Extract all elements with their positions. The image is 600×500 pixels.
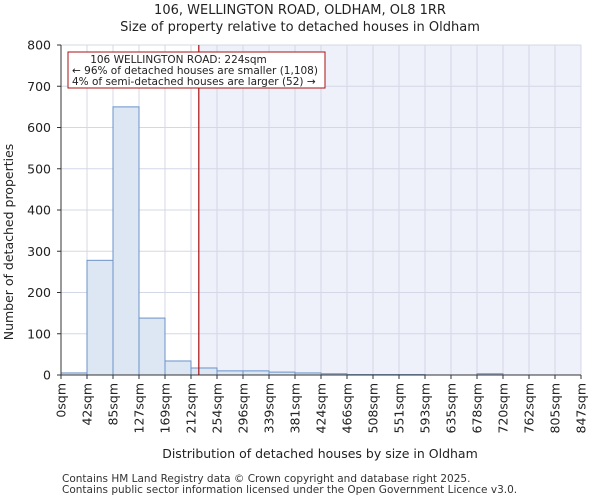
y-tick-label: 200 (27, 285, 51, 300)
histogram-bar (216, 370, 244, 376)
y-tick-label: 600 (27, 120, 51, 135)
y-tick-label: 300 (27, 244, 51, 259)
footer-licence: Contains public sector information licen… (62, 484, 518, 496)
x-tick-label: 466sqm (340, 383, 355, 433)
x-tick-label: 508sqm (366, 383, 381, 433)
x-tick-label: 169sqm (158, 383, 173, 433)
y-tick-label: 100 (27, 326, 51, 341)
x-tick-label: 847sqm (574, 383, 589, 433)
x-tick-label: 762sqm (522, 383, 537, 433)
chart-title-line2: Size of property relative to detached ho… (120, 20, 480, 35)
x-tick-label: 254sqm (210, 383, 225, 433)
x-tick-label: 381sqm (288, 383, 303, 433)
annotation-smaller: ← 96% of detached houses are smaller (1,… (72, 65, 318, 77)
y-tick-label: 400 (27, 203, 51, 218)
x-tick-label: 85sqm (106, 383, 121, 426)
histogram-bar (112, 106, 140, 376)
histogram-bar (190, 367, 218, 376)
histogram-bar (164, 360, 192, 376)
x-axis-label: Distribution of detached houses by size … (162, 446, 478, 461)
histogram-bar (138, 317, 166, 376)
x-tick-label: 296sqm (236, 383, 251, 433)
x-tick-label: 424sqm (314, 383, 329, 433)
x-tick-label: 127sqm (132, 383, 147, 433)
x-tick-label: 551sqm (392, 383, 407, 433)
x-tick-label: 635sqm (444, 383, 459, 433)
x-tick-label: 212sqm (184, 383, 199, 433)
y-tick-label: 500 (27, 161, 51, 176)
annotation-box (67, 51, 326, 89)
x-tick-label: 0sqm (54, 383, 69, 418)
y-axis-label: Number of detached properties (1, 144, 16, 341)
x-tick-label: 805sqm (548, 383, 563, 433)
x-tick-label: 593sqm (418, 383, 433, 433)
histogram-bar (242, 370, 270, 376)
y-tick-label: 700 (27, 79, 51, 94)
annotation-title: 106 WELLINGTON ROAD: 224sqm (90, 54, 267, 66)
x-tick-label: 339sqm (262, 383, 277, 433)
x-tick-label: 720sqm (496, 383, 511, 433)
footer-copyright: Contains HM Land Registry data © Crown c… (62, 473, 471, 485)
histogram-bar (86, 259, 114, 376)
y-tick-label: 0 (43, 368, 51, 383)
y-tick-label: 800 (27, 38, 51, 53)
x-tick-label: 42sqm (80, 383, 95, 426)
x-tick-label: 678sqm (470, 383, 485, 433)
annotation-larger: 4% of semi-detached houses are larger (5… (72, 76, 316, 88)
chart-title-line1: 106, WELLINGTON ROAD, OLDHAM, OL8 1RR (154, 3, 446, 18)
